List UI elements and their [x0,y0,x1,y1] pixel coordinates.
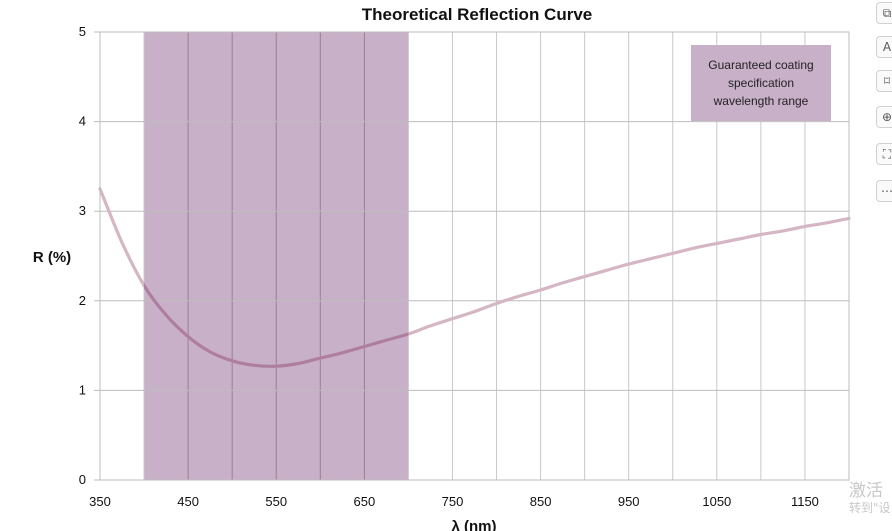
x-tick-label: 650 [354,494,376,509]
watermark-line-2: 转到"设 [849,500,891,515]
zoom-icon[interactable]: ⊕ [876,106,892,128]
y-tick-label: 2 [79,293,86,308]
side-toolbar: ⧉ A ⌑ ⊕ ⛶ ⋯ [876,0,892,210]
y-tick-label: 5 [79,24,86,39]
y-tick-label: 0 [79,472,86,487]
text-icon[interactable]: A [876,36,892,58]
legend-text-line-2: specification [728,76,794,90]
activation-watermark: 激活 转到"设 [849,481,891,515]
curve-layer [98,187,851,368]
x-axis-title: λ (nm) [452,518,497,531]
y-tick-label: 1 [79,382,86,397]
x-tick-label: 350 [89,494,111,509]
x-tick-label: 750 [442,494,464,509]
x-tick-label: 450 [177,494,199,509]
x-tick-label: 550 [265,494,287,509]
legend: Guaranteed coating specification wavelen… [691,45,831,121]
crop-icon[interactable]: ⛶ [876,143,892,165]
chart-title: Theoretical Reflection Curve [362,5,593,24]
x-tick-label: 1150 [791,494,819,509]
legend-text-line-1: Guaranteed coating [708,58,813,72]
y-axis-title: R (%) [33,249,71,266]
more-icon[interactable]: ⋯ [876,180,892,202]
x-tick-label: 1050 [702,494,731,509]
legend-swatch [691,45,831,121]
y-tick-label: 3 [79,203,86,218]
image-icon[interactable]: ⧉ [876,2,892,24]
axis-layer: 350 450 550 650 750 850 950 1050 1150 0 1 2 3 4 5 [79,24,850,509]
plot-frame [99,31,850,481]
watermark-line-1: 激活 [849,481,883,501]
legend-text-line-3: wavelength range [713,94,809,108]
comment-icon[interactable]: ⌑ [876,70,892,92]
x-tick-label: 850 [530,494,552,509]
x-tick-label: 950 [618,494,640,509]
reflection-curve-in-band [144,282,409,368]
y-tick-label: 4 [79,114,86,129]
